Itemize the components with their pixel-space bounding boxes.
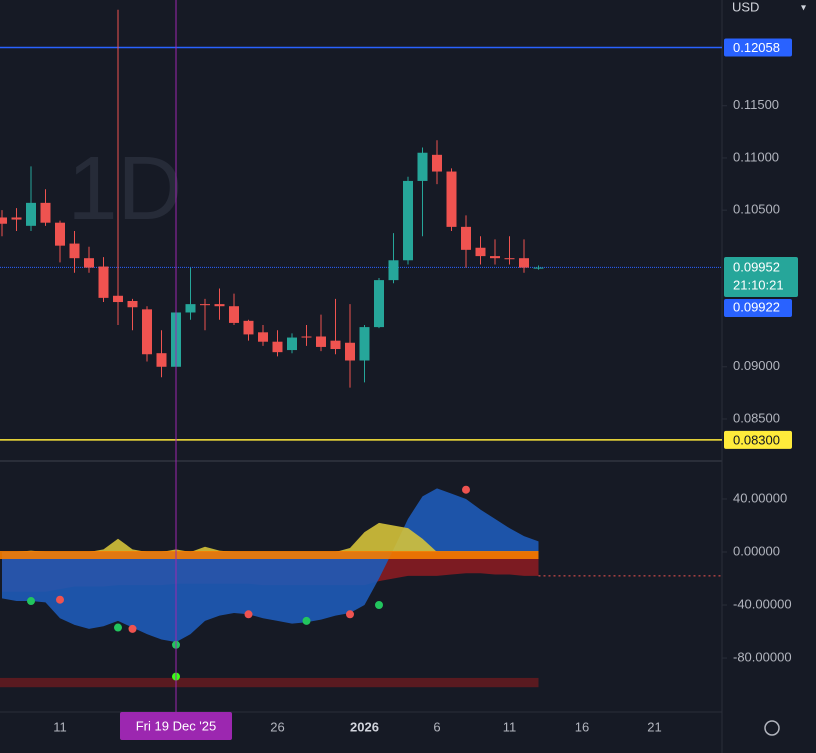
candle-body [330,340,341,350]
candle-body [403,180,413,261]
candle-body [446,171,457,227]
candle-body [301,336,312,338]
candle-body [229,306,239,323]
indicator-tick-label: -40.00000 [733,596,792,611]
signal-dot [27,597,35,606]
x-tick-label: 11 [503,719,517,734]
candle-body [142,309,152,355]
bid-price-box [724,299,792,317]
candle-body [258,332,268,342]
indicator-area [2,522,539,552]
y-tick-label: 0.11500 [733,97,779,112]
x-tick-label: 21 [647,719,661,734]
indicator [0,485,722,688]
x-tick-label: 26 [270,719,284,734]
y-tick-label: 0.08500 [733,410,780,425]
candle-body [113,295,123,303]
candle-body [519,258,529,268]
candle-body [11,217,22,220]
candle-body [461,226,471,250]
zero-band [0,550,539,559]
candle-body [316,336,326,347]
last-price-label: 0.09952 [733,259,780,274]
candle-body [98,266,109,298]
price-label-box [724,430,792,449]
y-tick-label: 0.09000 [733,358,780,373]
crosshair-date: Fri 19 Dec '25 [136,718,217,733]
candle-body [475,247,486,257]
bid-price-label: 0.09922 [733,299,780,314]
x-tick-label: 2026 [350,719,379,734]
candle-body [243,320,254,335]
indicator-tick-label: 40.00000 [733,490,787,505]
candle-body [388,260,399,281]
countdown: 21:10:21 [733,277,784,292]
price-label: 0.12058 [733,40,780,55]
candle-body [287,337,297,351]
x-tick-label: 6 [433,719,440,734]
candle-body [417,152,428,181]
watermark: 1D [67,139,182,239]
candle-body [432,154,442,172]
signal-dot [128,624,137,633]
candle-body [0,217,7,224]
indicator-area [2,488,539,643]
signal-dot [302,616,311,625]
candle-body [214,304,225,307]
signal-dot [244,610,253,619]
settings-icon[interactable] [764,720,780,736]
signal-dot [346,610,354,619]
price-label-box [724,38,792,57]
last-price-box [724,257,798,297]
y-tick-label: 0.10500 [733,202,780,217]
candle-body [185,304,196,313]
indicator-tick-label: -80.00000 [733,649,792,664]
band [0,677,539,688]
candle-body [40,202,51,223]
signal-dot [375,601,383,610]
signal-dot [114,623,122,632]
dropdown-arrow[interactable]: ▾ [801,3,806,14]
candle-body [84,258,94,268]
candle-body [345,342,355,361]
x-tick-label: 16 [575,719,589,734]
candle-body [69,243,80,259]
candle-body [533,267,544,269]
x-tick-label: 11 [53,719,67,734]
candle-body [127,300,138,308]
candle-body [55,222,65,246]
crosshair-date-box [120,712,232,740]
axes: 40.00000 0.00000 -40.00000 -80.00000 0.12058… [53,38,798,740]
candle-body [26,202,36,226]
candle-body [504,258,515,260]
signal-dot [462,485,470,494]
candle-body [156,353,167,367]
candle-body [359,327,370,361]
candle-body [200,304,210,306]
indicator-tick-label: 0.00000 [733,543,780,558]
signal-dot [56,595,64,604]
candle-body [490,256,500,259]
currency[interactable]: USD [732,0,759,14]
price-label: 0.08300 [733,432,780,447]
price-pane [0,0,722,712]
candle-body [374,280,384,328]
candle-body [272,341,283,353]
y-tick-label: 0.11000 [733,149,779,164]
